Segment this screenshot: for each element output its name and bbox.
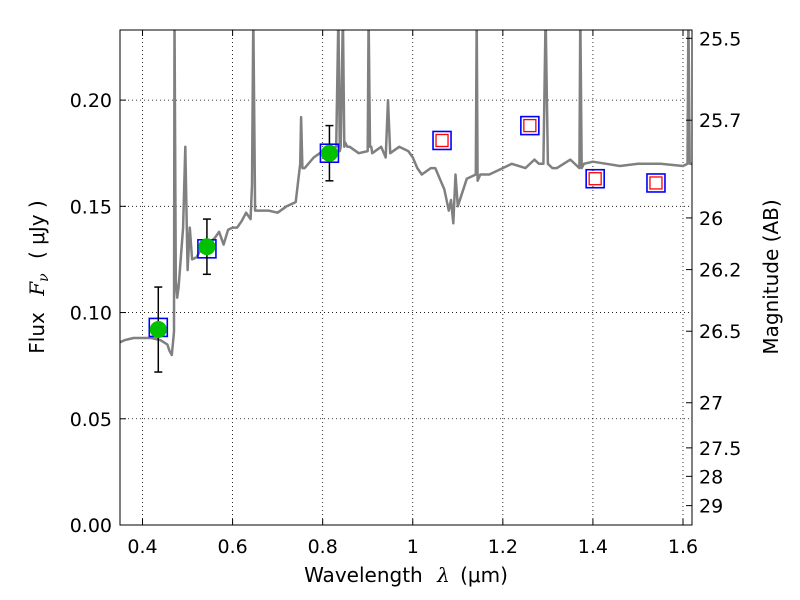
x-axis-title: Wavelength λ (μm) <box>304 563 508 587</box>
observed-point <box>320 144 338 162</box>
observed-point <box>149 321 167 339</box>
red-square-marker <box>523 118 537 133</box>
x-tick-label: 0.4 <box>127 536 157 558</box>
y2-axis-title: Magnitude (AB) <box>759 199 783 354</box>
y-tick-label: 0.00 <box>70 515 112 537</box>
y2-tick-label: 25.5 <box>699 28 741 50</box>
blue-square-marker <box>432 130 452 151</box>
grid-lines <box>120 30 692 526</box>
red-square-marker <box>588 172 602 186</box>
y-axis-title-prefix: Flux <box>25 312 49 354</box>
y2-tick-label: 27.5 <box>699 438 741 460</box>
red-square-marker <box>649 176 663 190</box>
blue-square-marker <box>520 115 540 136</box>
y2-tick-label: 26.5 <box>699 321 741 343</box>
y2-tick-label: 27 <box>699 393 723 415</box>
y2-tick-label: 29 <box>699 496 723 518</box>
x-tick-label: 1.4 <box>578 536 608 558</box>
x-axis-title-unit: (μm) <box>460 563 508 587</box>
x-tick-label: 0.6 <box>217 536 247 558</box>
x-tick-label: 1.6 <box>668 536 698 558</box>
y-tick-label: 0.15 <box>70 196 112 218</box>
y2-tick-label: 26.2 <box>699 260 741 282</box>
observed-point <box>198 238 216 256</box>
y-tick-label: 0.05 <box>70 409 112 431</box>
y-axis-title-symbol: F <box>25 281 49 297</box>
x-axis-title-symbol: λ <box>436 563 450 587</box>
axes-frame <box>119 29 693 526</box>
y2-tick-label: 28 <box>699 466 723 488</box>
y-tick-label: 0.20 <box>70 90 112 112</box>
x-tick-label: 1.2 <box>488 536 518 558</box>
x-axis-title-prefix: Wavelength <box>304 563 423 587</box>
y2-tick-label: 26 <box>699 208 723 230</box>
y2-tick-label: 25.7 <box>699 110 741 132</box>
blue-square-marker <box>646 173 666 193</box>
y-axis-title-subscript: ν <box>36 273 52 282</box>
x-tick-label: 0.8 <box>308 536 338 558</box>
sed-line <box>120 30 692 357</box>
y-tick-label: 0.10 <box>70 303 112 325</box>
axis-ticks: 0.4 0.6 0.8 1 1.2 1.4 1.6 0.00 0.05 0.10 0.15 0.20 2… <box>70 28 742 558</box>
y-axis-title: Flux Fν ( μJy ) <box>25 200 53 353</box>
red-square-marker <box>435 133 449 148</box>
blue-square-marker <box>585 168 605 189</box>
x-tick-label: 1 <box>407 536 419 558</box>
plot-area <box>120 30 692 373</box>
y-axis-title-unit: ( μJy ) <box>25 200 49 259</box>
